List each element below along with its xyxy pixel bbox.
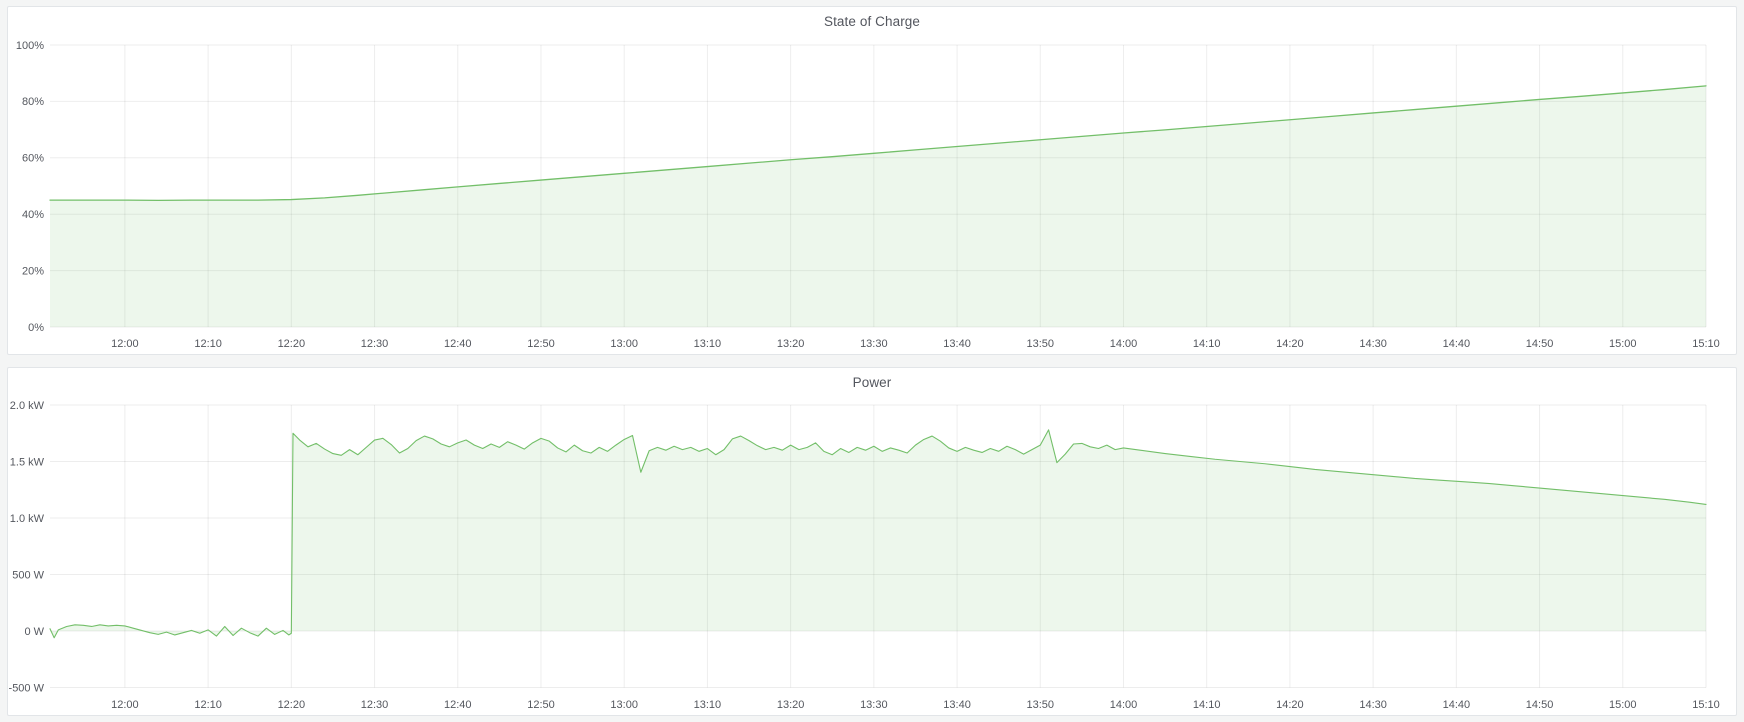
y-tick-label: 2.0 kW <box>10 400 45 412</box>
x-tick-label: 13:40 <box>943 699 971 711</box>
x-tick-label: 14:30 <box>1359 699 1387 711</box>
panel-header-power[interactable]: Power <box>8 368 1736 396</box>
series-area <box>50 85 1706 327</box>
x-tick-label: 13:30 <box>860 699 888 711</box>
x-tick-label: 14:10 <box>1193 338 1221 350</box>
x-tick-label: 14:40 <box>1443 699 1471 711</box>
x-tick-label: 13:10 <box>694 338 722 350</box>
panel-title-state-of-charge[interactable]: State of Charge <box>823 13 921 29</box>
y-tick-label: 1.5 kW <box>10 456 45 468</box>
series-area <box>50 429 1706 638</box>
x-tick-label: 12:20 <box>278 699 306 711</box>
y-tick-label: 60% <box>22 153 44 165</box>
y-tick-label: 0 W <box>24 626 44 638</box>
x-tick-label: 13:50 <box>1027 338 1055 350</box>
state-of-charge-chart[interactable]: 100% 80% 60% 40% 20% 0% 12:00 12:10 12:20 12:30 12… <box>8 7 1736 354</box>
x-tick-label: 12:10 <box>194 699 222 711</box>
x-tick-label: 12:40 <box>444 699 472 711</box>
x-tick-label: 12:20 <box>278 338 306 350</box>
y-tick-label: 80% <box>22 96 44 108</box>
panel-state-of-charge: 100% 80% 60% 40% 20% 0% 12:00 12:10 12:20 12:30 12… <box>7 6 1737 355</box>
x-tick-label: 14:40 <box>1443 338 1471 350</box>
x-tick-label: 13:00 <box>610 338 638 350</box>
x-tick-label: 12:40 <box>444 338 472 350</box>
x-tick-label: 15:10 <box>1692 338 1720 350</box>
y-tick-label: 100% <box>16 40 44 52</box>
panel-header-state-of-charge[interactable]: State of Charge <box>8 7 1736 35</box>
x-tick-label: 12:30 <box>361 699 389 711</box>
panel-power: 2.0 kW 1.5 kW 1.0 kW 500 W 0 W -500 W 12:00 12:… <box>7 367 1737 716</box>
x-tick-label: 15:10 <box>1692 699 1720 711</box>
x-tick-label: 14:20 <box>1276 699 1304 711</box>
x-tick-label: 14:00 <box>1110 338 1138 350</box>
y-tick-label: -500 W <box>9 682 45 694</box>
y-tick-label: 1.0 kW <box>10 513 45 525</box>
x-tick-label: 13:10 <box>694 699 722 711</box>
x-tick-label: 14:50 <box>1526 699 1554 711</box>
x-tick-label: 14:20 <box>1276 338 1304 350</box>
x-tick-label: 14:10 <box>1193 699 1221 711</box>
x-tick-label: 14:30 <box>1359 338 1387 350</box>
x-tick-label: 13:30 <box>860 338 888 350</box>
y-tick-label: 20% <box>22 265 44 277</box>
x-tick-label: 13:40 <box>943 338 971 350</box>
panel-title-power[interactable]: Power <box>852 374 892 390</box>
x-tick-label: 13:50 <box>1027 699 1055 711</box>
x-tick-label: 12:00 <box>111 699 139 711</box>
x-tick-label: 15:00 <box>1609 699 1637 711</box>
power-plot[interactable]: 2.0 kW 1.5 kW 1.0 kW 500 W 0 W -500 W 12:00 12:… <box>8 368 1736 715</box>
y-tick-label: 40% <box>22 209 44 221</box>
y-tick-label: 500 W <box>12 569 44 581</box>
state-of-charge-plot[interactable]: 100% 80% 60% 40% 20% 0% 12:00 12:10 12:20 12:30 12… <box>8 7 1736 354</box>
series-line <box>49 85 1707 202</box>
x-tick-label: 12:10 <box>194 338 222 350</box>
x-tick-label: 12:00 <box>111 338 139 350</box>
series-line <box>49 429 1707 639</box>
x-tick-label: 13:00 <box>610 699 638 711</box>
x-tick-label: 12:50 <box>527 338 555 350</box>
x-tick-label: 13:20 <box>777 699 805 711</box>
x-tick-label: 14:00 <box>1110 699 1138 711</box>
x-tick-label: 12:30 <box>361 338 389 350</box>
x-tick-label: 13:20 <box>777 338 805 350</box>
x-tick-label: 14:50 <box>1526 338 1554 350</box>
power-chart[interactable]: 2.0 kW 1.5 kW 1.0 kW 500 W 0 W -500 W 12:00 12:… <box>8 368 1736 715</box>
x-tick-label: 12:50 <box>527 699 555 711</box>
x-tick-label: 15:00 <box>1609 338 1637 350</box>
y-tick-label: 0% <box>28 322 44 334</box>
